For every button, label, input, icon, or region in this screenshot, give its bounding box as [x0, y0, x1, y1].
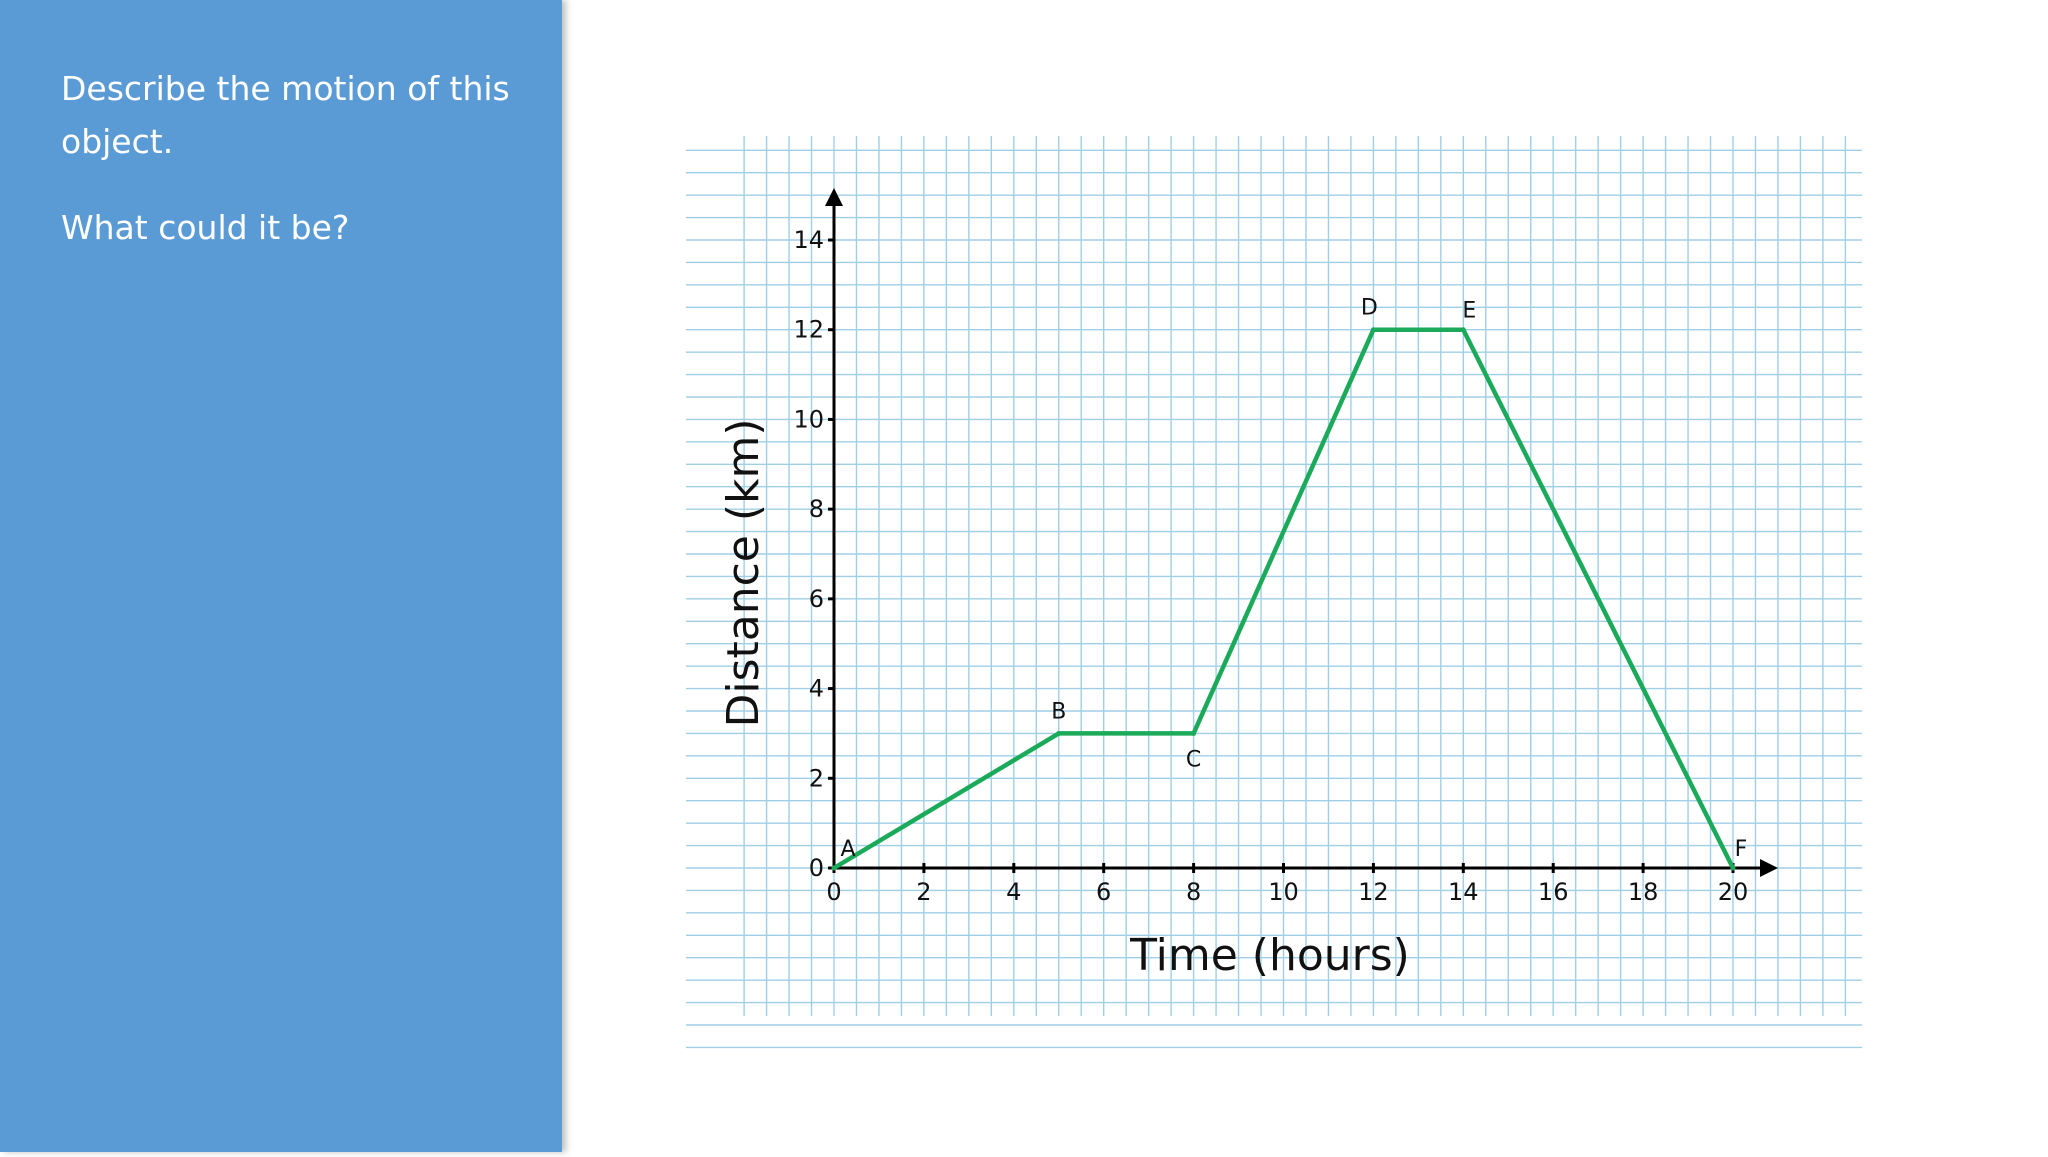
y-tick-label: 8 — [809, 495, 824, 523]
x-tick-label: 4 — [1006, 878, 1021, 906]
grid — [686, 136, 1862, 1049]
x-tick-label: 20 — [1718, 878, 1749, 906]
series — [831, 327, 1736, 871]
x-axis-arrow — [1760, 859, 1778, 877]
y-tick-label: 14 — [793, 226, 824, 254]
point-label: B — [1051, 699, 1066, 724]
x-tick-label: 14 — [1448, 878, 1479, 906]
point-labels: A B C D E F — [840, 296, 1747, 862]
data-point — [1460, 327, 1466, 333]
question-what-could-it-be: What could it be? — [61, 208, 350, 247]
x-tick-label: 0 — [826, 878, 841, 906]
data-point — [1370, 327, 1376, 333]
y-axis-label: Distance (km) — [718, 418, 769, 727]
data-point — [1191, 730, 1197, 736]
y-tick-label: 6 — [809, 585, 824, 613]
x-tick-label: 6 — [1096, 878, 1111, 906]
y-axis-arrow — [825, 188, 843, 206]
x-tick-label: 12 — [1358, 878, 1389, 906]
data-point — [1056, 730, 1062, 736]
y-tick-label: 10 — [793, 405, 824, 433]
point-label: A — [840, 837, 855, 862]
axes — [825, 188, 1778, 877]
distance-line — [832, 327, 1736, 870]
ticks: 0 2 4 6 8 10 12 14 16 18 20 0 2 4 6 8 10 12 14 — [793, 226, 1748, 906]
question-describe-motion: Describe the motion of this object. — [61, 69, 510, 161]
x-tick-label: 18 — [1628, 878, 1659, 906]
y-tick-label: 12 — [793, 316, 824, 344]
x-axis-label: Time (hours) — [1129, 930, 1410, 981]
point-label: F — [1735, 837, 1748, 862]
x-tick-label: 8 — [1186, 878, 1201, 906]
y-tick-label: 0 — [809, 854, 824, 882]
side-panel: Describe the motion of this object. What… — [0, 0, 562, 1152]
x-tick-label: 2 — [916, 878, 931, 906]
y-tick-label: 2 — [809, 764, 824, 792]
point-label: E — [1462, 299, 1476, 324]
data-point — [831, 865, 837, 871]
point-label: C — [1186, 747, 1201, 772]
x-tick-label: 16 — [1538, 878, 1569, 906]
x-tick-label: 10 — [1268, 878, 1299, 906]
data-point — [1730, 865, 1736, 871]
point-label: D — [1361, 296, 1378, 321]
y-tick-label: 4 — [809, 675, 824, 703]
